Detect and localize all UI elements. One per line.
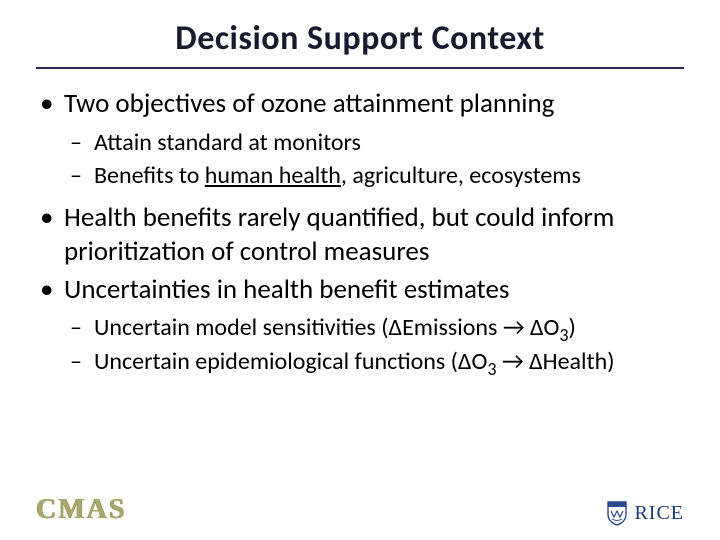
slide-content: Two objectives of ozone attainment plann… [36,87,684,377]
sub-bullet-item: Uncertain model sensitivities (ΔEmission… [64,312,684,343]
sub-bullet-item: Uncertain epidemiological functions (ΔO3… [64,346,684,377]
sub-bullet-text-underline: human health [205,161,341,190]
bullet-list-level1: Two objectives of ozone attainment plann… [38,87,684,377]
sub-bullet-item: Benefits to human health, agriculture, e… [64,160,684,191]
rice-logo-text: RICE [634,502,684,525]
sub-bullet-text-post: ) [569,313,576,342]
slide-title: Decision Support Context [36,18,684,69]
sub-bullet-text-post: → ΔHealth) [497,347,615,376]
bullet-item: Two objectives of ozone attainment plann… [38,87,684,191]
sub-bullet-text: Attain standard at monitors [94,128,361,157]
sub-bullet-text-pre: Benefits to [94,161,205,190]
rice-logo: RICE [606,500,684,526]
bullet-text: Uncertainties in health benefit estimate… [64,273,509,306]
bullet-list-level2: Attain standard at monitors Benefits to … [64,127,684,191]
sub-bullet-text-pre: Uncertain model sensitivities (ΔEmission… [94,313,559,342]
subscript: 3 [559,324,568,346]
sub-bullet-text-post: , agriculture, ecosystems [341,161,581,190]
shield-icon [606,500,628,526]
bullet-item: Health benefits rarely quantified, but c… [38,201,684,269]
slide-container: Decision Support Context Two objectives … [0,0,720,540]
bullet-text: Health benefits rarely quantified, but c… [64,201,614,268]
sub-bullet-text-pre: Uncertain epidemiological functions (ΔO [94,347,487,376]
bullet-item: Uncertainties in health benefit estimate… [38,273,684,377]
subscript: 3 [487,357,496,379]
sub-bullet-item: Attain standard at monitors [64,127,684,158]
cmas-logo: CMAS [36,494,126,526]
bullet-list-level2: Uncertain model sensitivities (ΔEmission… [64,312,684,376]
slide-footer: CMAS RICE [36,494,684,526]
bullet-text: Two objectives of ozone attainment plann… [64,87,554,120]
